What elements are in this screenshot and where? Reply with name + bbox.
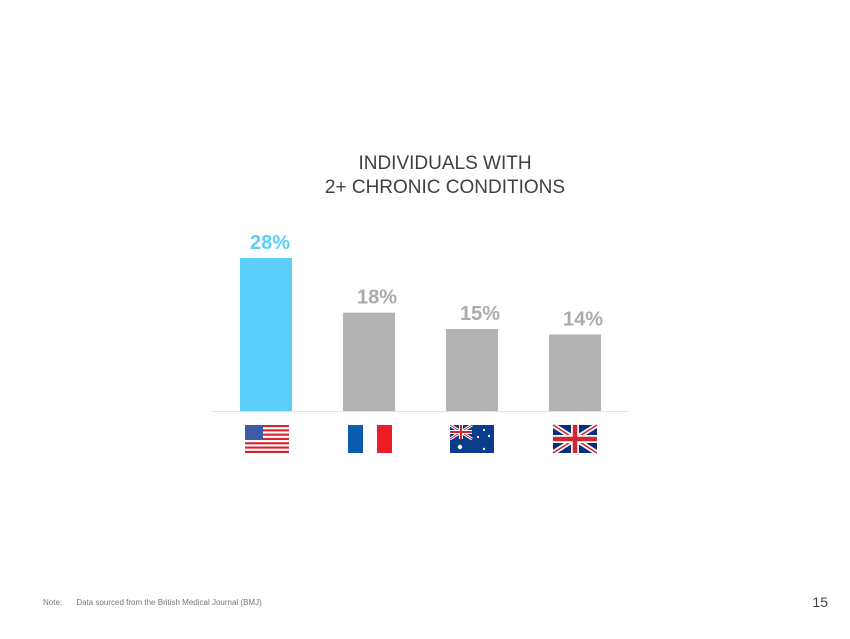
us-flag-icon [245,425,289,453]
bar-france [343,312,395,411]
footnote-label: Note: [43,598,63,607]
bar-uk [549,334,601,411]
data-label-france: 18% [357,287,397,309]
australia-flag-icon [449,423,494,453]
chart-title-line-2: 2+ CHRONIC CONDITIONS [324,177,566,198]
footnote: Note: Data sourced from the British Medi… [43,598,262,607]
page-number: 15 [812,594,828,610]
bar-usa [240,258,292,411]
chart-title: INDIVIDUALS WITH 2+ CHRONIC CONDITIONS [0,152,850,200]
footnote-text: Data sourced from the British Medical Jo… [76,598,262,607]
data-label-uk: 14% [563,309,603,331]
uk-flag-icon [551,422,599,456]
data-label-australia: 15% [460,303,500,325]
data-label-usa: 28% [250,232,290,254]
chart-title-line-1: INDIVIDUALS WITH [358,153,532,174]
bar-australia [446,329,498,411]
france-flag-icon [348,425,392,453]
